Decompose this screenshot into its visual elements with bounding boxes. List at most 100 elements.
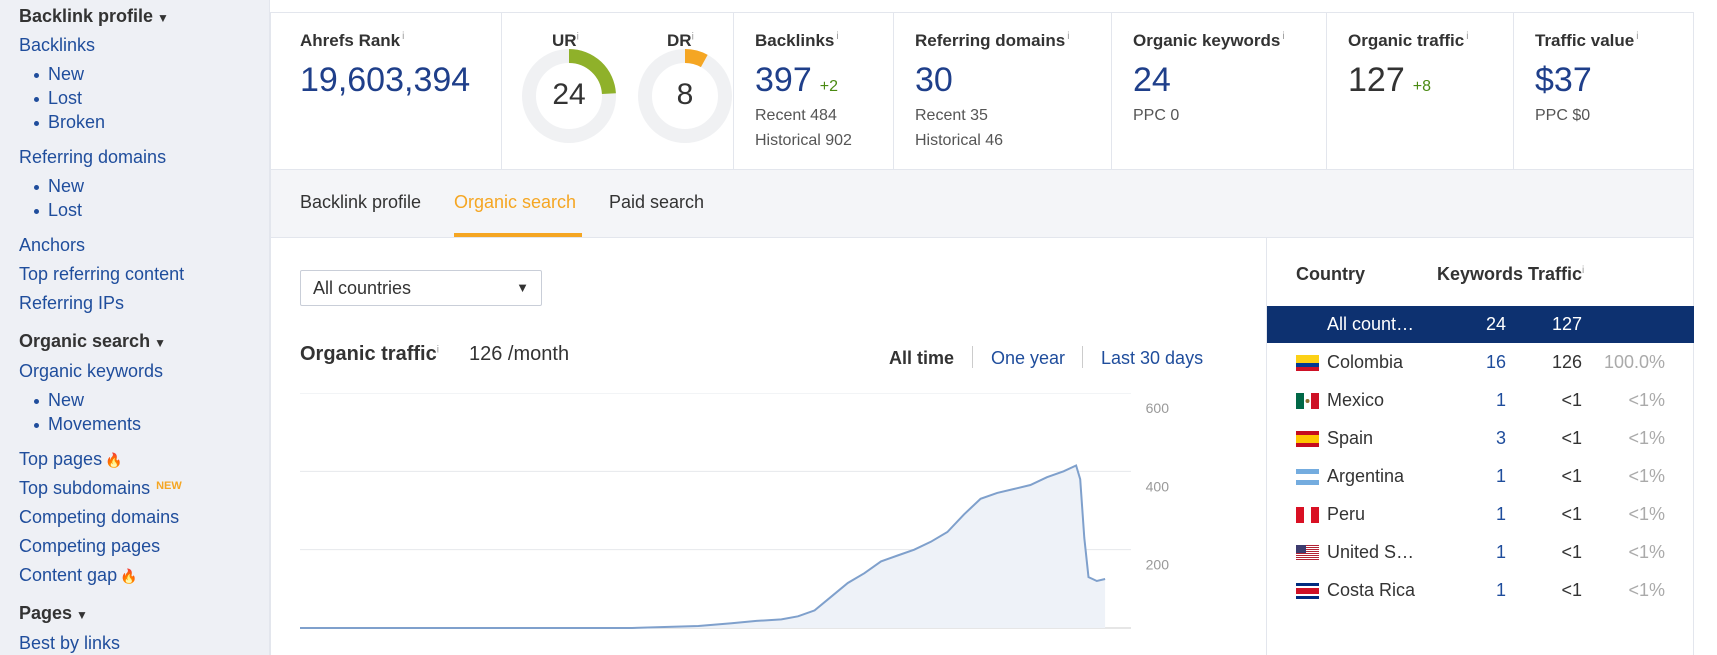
value-text: 127 (1348, 61, 1405, 99)
info-icon[interactable]: i (836, 31, 839, 43)
dr-gauge[interactable] (636, 47, 734, 145)
series-line[interactable] (300, 464, 1106, 629)
organic-traffic-panel: All countries ▼ Organic traffici 126 /mon… (270, 238, 1266, 655)
y-tick-label: 200 (1146, 557, 1170, 573)
country-traffic-pct: <1% (1628, 504, 1665, 524)
sidebar-item-ok-movements[interactable]: Movements (33, 414, 141, 435)
country-name: All count… (1327, 314, 1415, 334)
country-keywords[interactable]: 1 (1495, 580, 1506, 600)
info-icon[interactable]: i (1582, 265, 1585, 276)
country-keywords[interactable]: 24 (1485, 314, 1506, 334)
country-row[interactable]: Peru 1 <1 <1% (1267, 496, 1694, 533)
header-keywords: Keywords (1437, 264, 1524, 284)
sidebar-item-top-referring-content[interactable]: Top referring content (19, 264, 185, 284)
sidebar-item-top-pages[interactable]: Top pages 🔥 (19, 449, 123, 470)
info-icon[interactable]: i (1282, 31, 1285, 43)
sidebar-item-referring-domains[interactable]: Referring domains (19, 147, 167, 167)
country-keywords[interactable]: 3 (1495, 428, 1506, 448)
divider (1082, 346, 1083, 368)
sidebar-item-backlinks[interactable]: Backlinks (19, 35, 96, 55)
sidebar-item-competing-pages[interactable]: Competing pages (19, 536, 161, 556)
usa-flag-icon (1296, 545, 1319, 561)
costarica-flag-icon (1296, 583, 1319, 599)
metric-value[interactable]: $37 (1535, 61, 1592, 99)
metric-value[interactable]: 19,603,394 (300, 61, 471, 99)
country-row[interactable]: All count… 24 127 (1267, 306, 1694, 343)
country-keywords[interactable]: 16 (1485, 352, 1506, 372)
range-last-30-days[interactable]: Last 30 days (1101, 348, 1204, 368)
country-traffic: <1 (1561, 542, 1582, 562)
sidebar-item-backlinks-lost[interactable]: Lost (33, 88, 83, 109)
new-badge: NEW (156, 480, 182, 492)
title-text: Organic traffic (300, 343, 437, 365)
country-traffic: <1 (1561, 428, 1582, 448)
sidebar-item-rd-new[interactable]: New (33, 176, 84, 197)
sidebar-heading-backlink-profile[interactable]: Backlink profile ▼ (19, 6, 169, 27)
metric-organic-keywords: Organic keywords i 24 PPC 0 (1112, 13, 1327, 171)
sidebar-item-organic-keywords[interactable]: Organic keywords (19, 361, 164, 381)
sidebar-item-competing-domains[interactable]: Competing domains (19, 507, 180, 527)
caret-down-icon: ▼ (154, 336, 166, 350)
label-text: Organic keywords (1133, 31, 1281, 50)
dr-value: 8 (676, 78, 694, 111)
country-row[interactable]: Argentina 1 <1 <1% (1267, 458, 1694, 495)
metric-recent: Recent 35 (915, 107, 988, 124)
metric-value: 127 +8 (1348, 61, 1431, 100)
item-label: New (48, 390, 85, 410)
item-label: Top pages (19, 449, 103, 469)
country-keywords[interactable]: 1 (1495, 504, 1506, 524)
country-traffic-pct: <1% (1628, 542, 1665, 562)
organic-traffic-chart[interactable]: 600 400 200 (271, 393, 1267, 655)
sidebar-heading-pages[interactable]: Pages ▼ (19, 603, 88, 624)
info-icon[interactable]: i (1636, 31, 1639, 43)
metric-value[interactable]: 30 (915, 61, 953, 99)
dropdown-arrow-icon: ▼ (516, 280, 529, 295)
tab-paid-search[interactable]: Paid search (609, 192, 705, 212)
item-label: Content gap (19, 565, 118, 585)
info-icon[interactable]: i (576, 31, 579, 43)
info-icon[interactable]: i (402, 31, 405, 43)
country-keywords[interactable]: 1 (1495, 466, 1506, 486)
info-icon[interactable]: i (1067, 31, 1070, 43)
metric-value[interactable]: 24 (1133, 61, 1171, 99)
metric-value[interactable]: 397 +2 (755, 61, 838, 100)
tab-backlink-profile[interactable]: Backlink profile (300, 192, 422, 212)
item-label: Lost (48, 88, 83, 108)
range-one-year[interactable]: One year (991, 348, 1066, 368)
country-keywords[interactable]: 1 (1495, 390, 1506, 410)
country-traffic: 126 (1551, 352, 1582, 372)
info-icon[interactable]: i (691, 31, 694, 43)
ur-gauge[interactable] (520, 47, 618, 145)
info-icon[interactable]: i (1466, 31, 1469, 43)
metric-ur-dr: URi 24 DRi 8 (502, 13, 734, 171)
sidebar-item-anchors[interactable]: Anchors (19, 235, 86, 255)
sidebar-heading-organic-search[interactable]: Organic search ▼ (19, 331, 166, 352)
sidebar-item-best-by-links[interactable]: Best by links (19, 633, 121, 653)
sidebar-item-backlinks-broken[interactable]: Broken (33, 112, 105, 133)
series-area (300, 465, 1106, 628)
country-row[interactable]: United S… 1 <1 <1% (1267, 534, 1694, 571)
country-row[interactable]: Mexico 1 <1 <1% (1267, 382, 1694, 419)
sidebar-item-content-gap[interactable]: Content gap 🔥 (19, 565, 138, 586)
sidebar-item-ok-new[interactable]: New (33, 390, 85, 411)
metrics-bar: Ahrefs Rank i 19,603,394 URi 24 DRi 8 Bac… (270, 12, 1694, 171)
metric-ppc: PPC $0 (1535, 107, 1591, 124)
sidebar-item-rd-lost[interactable]: Lost (33, 200, 82, 221)
sidebar-item-backlinks-new[interactable]: New (33, 64, 84, 85)
metric-ahrefs-rank: Ahrefs Rank i 19,603,394 (271, 13, 502, 171)
sidebar-item-referring-ips[interactable]: Referring IPs (19, 293, 125, 313)
label-text: Referring domains (915, 31, 1066, 50)
country-row[interactable]: Costa Rica 1 <1 <1% (1267, 572, 1694, 609)
country-traffic-pct: 100.0% (1603, 352, 1665, 372)
country-keywords[interactable]: 1 (1495, 542, 1506, 562)
country-row[interactable]: Spain 3 <1 <1% (1267, 420, 1694, 457)
label-text: UR (552, 31, 577, 50)
info-icon[interactable]: i (436, 344, 439, 356)
fire-icon: 🔥 (105, 452, 123, 468)
divider (972, 346, 973, 368)
sidebar-item-top-subdomains[interactable]: Top subdomains NEW (19, 478, 182, 499)
tab-organic-search[interactable]: Organic search (454, 192, 577, 212)
country-row[interactable]: Colombia 16 126 100.0% (1267, 344, 1694, 381)
country-select[interactable]: All countries ▼ (300, 270, 542, 306)
range-all-time[interactable]: All time (889, 348, 955, 368)
